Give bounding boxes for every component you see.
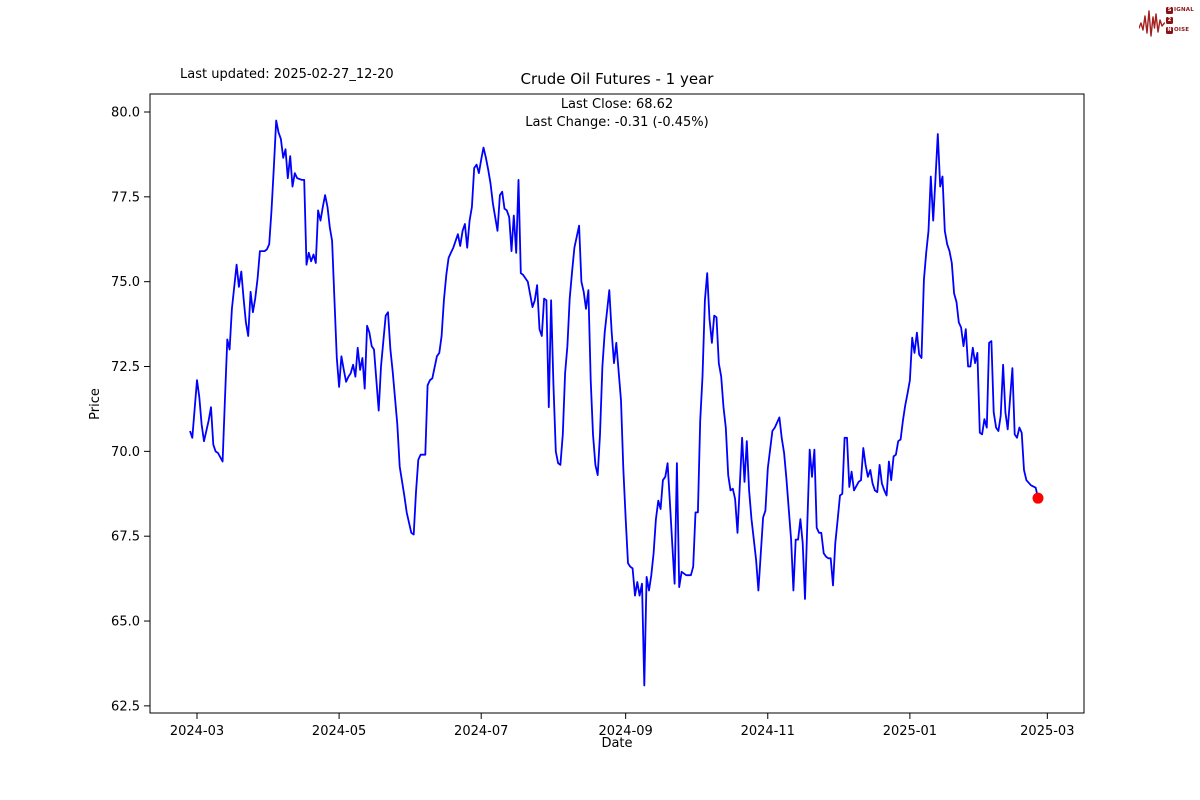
x-tick-label: 2025-03 [1020,724,1074,739]
chart-subtitle: Last Close: 68.62 Last Change: -0.31 (-0… [150,96,1084,132]
y-tick-label: 77.5 [111,190,140,205]
last-change-text: Last Change: -0.31 (-0.45%) [525,115,709,130]
logo-text: S IGNAL 2 N OISE [1166,7,1194,34]
price-line [189,119,1039,687]
y-tick-label: 80.0 [111,105,140,120]
last-updated-text: Last updated: 2025-02-27_12-20 [180,67,394,82]
y-axis-label: Price [88,388,103,420]
logo-badge-2: 2 [1166,17,1173,24]
chart-title: Crude Oil Futures - 1 year [520,70,714,88]
logo-line-noise: N OISE [1166,26,1190,34]
logo-line-signal: S IGNAL [1166,6,1194,14]
logo-badge-n: N [1166,27,1173,34]
x-axis-label: Date [601,736,632,751]
y-tick-label: 75.0 [111,275,140,290]
x-tick-label: 2024-07 [454,724,508,739]
plot-border [149,93,1085,714]
y-tick-label: 67.5 [111,530,140,545]
last-price-marker [1032,492,1044,504]
y-tick-label: 65.0 [111,615,140,630]
waveform-icon [1139,10,1165,37]
x-axis-ticks: 2024-03 2024-05 2024-07 2024-09 2024-11 2025-… [170,713,1074,739]
logo-line-2: 2 [1166,17,1194,24]
y-tick-label: 70.0 [111,445,140,460]
last-close-text: Last Close: 68.62 [560,97,674,112]
y-tick-label: 62.5 [111,699,140,714]
x-tick-label: 2024-03 [170,724,224,739]
price-line-series [189,119,1044,687]
signal2noise-logo: S IGNAL 2 N OISE [1139,4,1197,44]
logo-badge-s: S [1166,7,1173,14]
y-axis-ticks: 80.0 77.5 75.0 72.5 70.0 67.5 65.0 62.5 [111,105,150,714]
y-tick-label: 72.5 [111,360,140,375]
x-tick-label: 2024-05 [312,724,366,739]
x-tick-label: 2024-11 [741,724,795,739]
x-tick-label: 2024-09 [598,724,652,739]
x-tick-label: 2025-01 [883,724,937,739]
